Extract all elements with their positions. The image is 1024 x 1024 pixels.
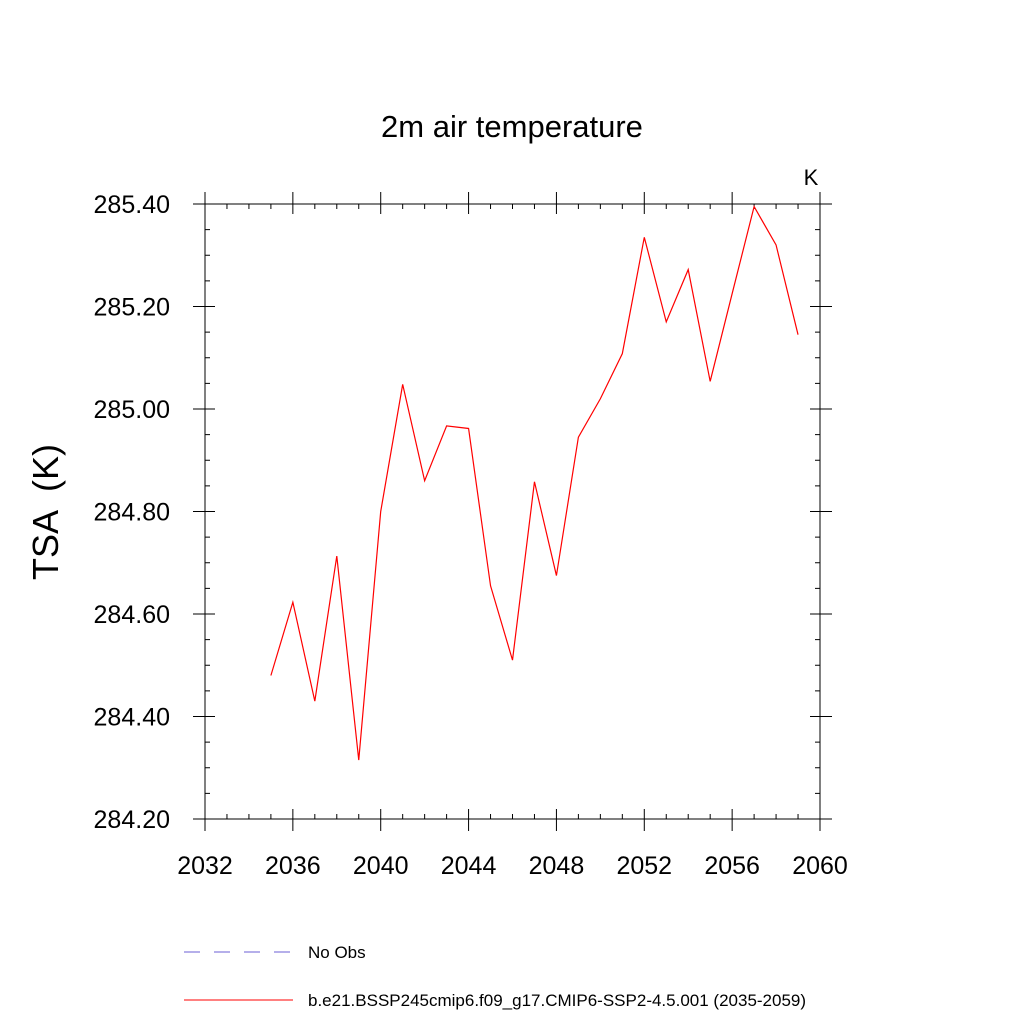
data-point bbox=[730, 292, 734, 296]
data-point bbox=[642, 235, 646, 239]
axis-ticks: 2032 2036 2040 2044 2048 2052 2056 2060 284.20 28… bbox=[94, 191, 848, 880]
data-point bbox=[489, 584, 493, 588]
data-point bbox=[379, 510, 383, 514]
y-tick-label: 284.20 bbox=[94, 806, 170, 834]
x-tick-label: 2040 bbox=[353, 852, 409, 880]
x-tick-label: 2032 bbox=[177, 852, 233, 880]
data-point bbox=[576, 435, 580, 439]
data-point bbox=[467, 426, 471, 430]
data-point bbox=[532, 480, 536, 484]
data-point bbox=[335, 554, 339, 558]
data-point bbox=[554, 574, 558, 578]
y-tick-label: 285.00 bbox=[94, 396, 170, 424]
data-point bbox=[620, 352, 624, 356]
data-point bbox=[511, 658, 515, 662]
x-tick-label: 2060 bbox=[792, 852, 848, 880]
series-layer bbox=[269, 204, 800, 762]
data-point bbox=[401, 382, 405, 386]
x-tick-label: 2048 bbox=[529, 852, 585, 880]
data-point bbox=[598, 397, 602, 401]
data-point bbox=[423, 479, 427, 483]
y-tick-label: 285.20 bbox=[94, 294, 170, 322]
plot-axes bbox=[204, 203, 821, 820]
y-tick-label: 284.40 bbox=[94, 704, 170, 732]
plot-frame bbox=[204, 203, 821, 820]
y-tick-label: 284.80 bbox=[94, 499, 170, 527]
y-tick-label: 285.40 bbox=[94, 191, 170, 219]
data-point bbox=[708, 379, 712, 383]
data-point bbox=[774, 243, 778, 247]
legend-label-1: b.e21.BSSP245cmip6.f09_g17.CMIP6-SSP2-4.… bbox=[308, 991, 806, 1010]
data-point bbox=[686, 268, 690, 272]
x-tick-label: 2052 bbox=[616, 852, 672, 880]
data-point bbox=[269, 674, 273, 678]
legend: No Obs b.e21.BSSP245cmip6.f09_g17.CMIP6-S… bbox=[184, 943, 806, 1010]
x-tick-label: 2056 bbox=[704, 852, 760, 880]
y-axis-label: TSA (K) bbox=[25, 444, 66, 580]
data-point bbox=[313, 699, 317, 703]
x-tick-label: 2036 bbox=[265, 852, 321, 880]
series-line-0 bbox=[270, 204, 799, 761]
units-label: K bbox=[804, 165, 819, 190]
data-point bbox=[445, 424, 449, 428]
data-point bbox=[796, 333, 800, 337]
data-point bbox=[752, 205, 756, 209]
data-point bbox=[664, 320, 668, 324]
data-point bbox=[357, 758, 361, 762]
chart-title: 2m air temperature bbox=[381, 109, 643, 144]
legend-label-0: No Obs bbox=[308, 943, 366, 962]
x-tick-label: 2044 bbox=[441, 852, 497, 880]
data-point bbox=[291, 600, 295, 604]
y-tick-label: 284.60 bbox=[94, 601, 170, 629]
